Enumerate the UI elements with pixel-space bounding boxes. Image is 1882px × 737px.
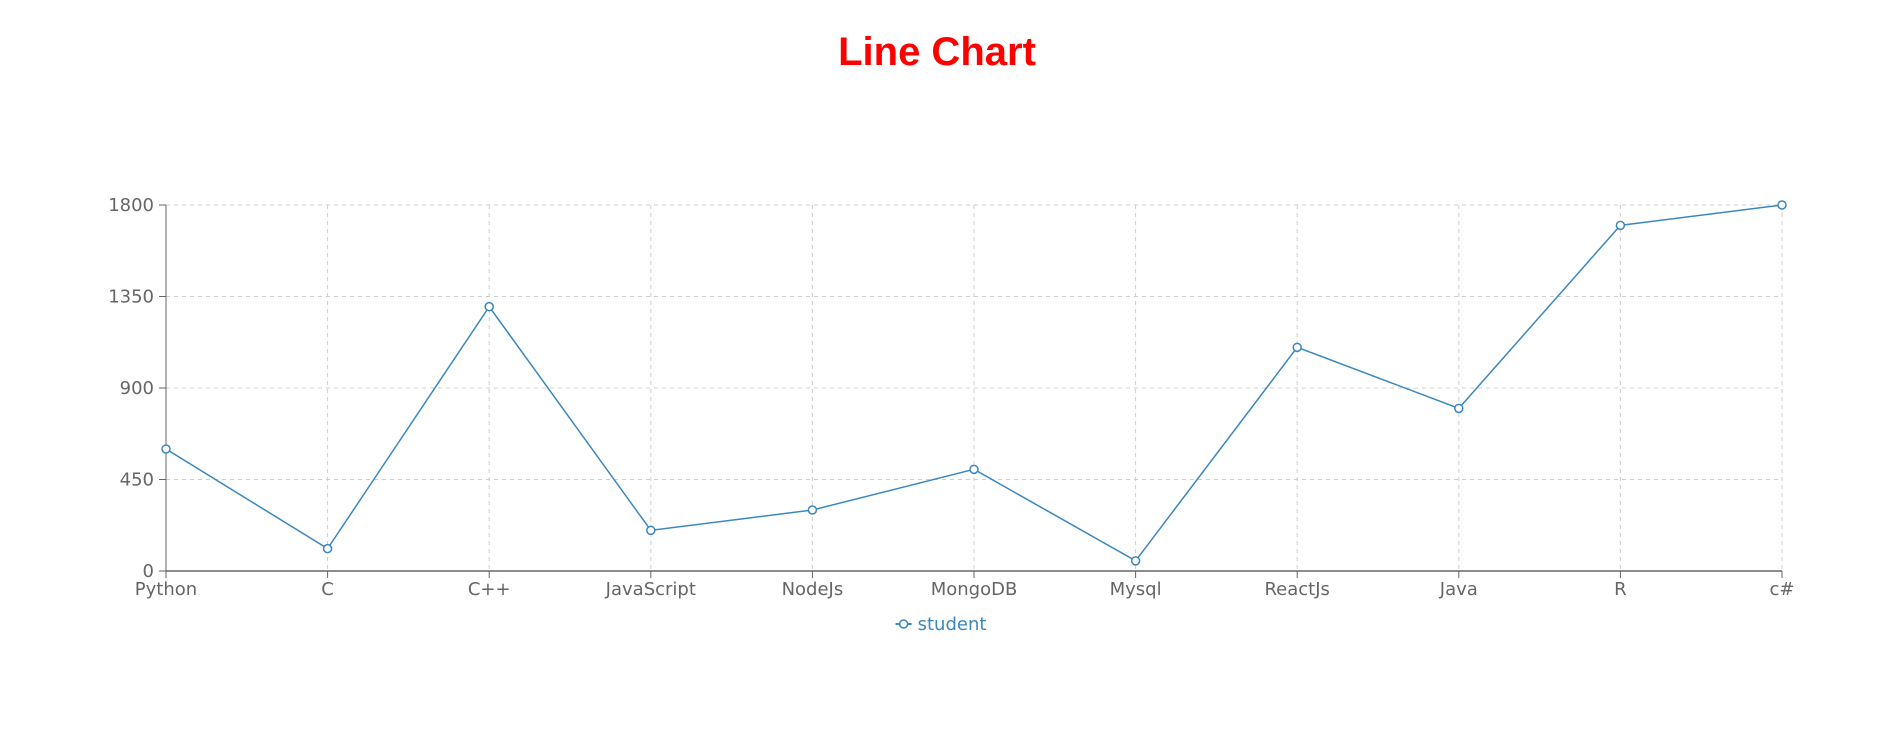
y-tick-label: 1800 xyxy=(108,195,154,216)
grid-lines xyxy=(166,204,1783,571)
data-point[interactable] xyxy=(1615,220,1626,231)
y-tick-label: 450 xyxy=(120,470,154,491)
y-tick-label: 1350 xyxy=(108,287,154,308)
data-point[interactable] xyxy=(1130,556,1141,566)
x-tick-label: JavaScript xyxy=(605,579,696,600)
data-point[interactable] xyxy=(646,525,656,536)
x-tick-label: Mysql xyxy=(1110,579,1162,600)
legend[interactable]: student xyxy=(895,614,987,635)
x-tick-label: ReactJs xyxy=(1264,579,1329,600)
legend-label: student xyxy=(918,614,987,635)
x-tick-label: Python xyxy=(135,579,197,600)
x-tick-label: C xyxy=(321,579,334,600)
y-tick-label: 0 xyxy=(143,561,154,582)
data-point[interactable] xyxy=(807,505,818,515)
x-tick-label: MongoDB xyxy=(931,579,1018,600)
data-point[interactable] xyxy=(161,444,171,454)
series xyxy=(161,200,1787,566)
data-point[interactable] xyxy=(1454,403,1464,414)
x-tick-label: R xyxy=(1614,579,1627,600)
x-tick-label: C++ xyxy=(468,579,511,600)
x-tick-label: NodeJs xyxy=(782,579,844,600)
data-point[interactable] xyxy=(1292,342,1302,353)
y-axis-ticks: 0 450 900 1350 1800 xyxy=(108,195,166,582)
data-point[interactable] xyxy=(322,543,333,554)
data-point[interactable] xyxy=(484,301,494,312)
data-point[interactable] xyxy=(1777,200,1787,210)
x-tick-label: c# xyxy=(1770,579,1795,600)
x-axis-ticks: Python C C++ JavaScript NodeJs MongoDB Mysql Re… xyxy=(135,571,1795,600)
x-tick-label: Java xyxy=(1439,579,1478,600)
legend-marker-icon xyxy=(898,619,909,629)
data-point[interactable] xyxy=(969,464,979,475)
chart-title: Line Chart xyxy=(838,30,1036,74)
y-tick-label: 900 xyxy=(120,378,154,399)
